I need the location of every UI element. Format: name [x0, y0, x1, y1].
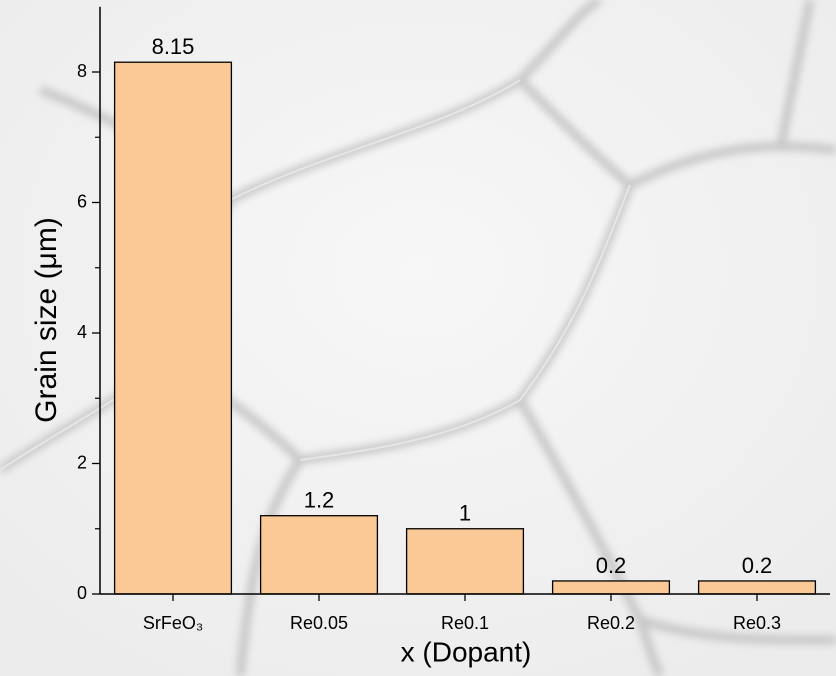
x-tick-label: Re0.1: [441, 613, 489, 633]
y-tick-label: 0: [77, 583, 87, 603]
y-tick-label: 6: [77, 191, 87, 211]
x-tick-label: Re0.05: [290, 613, 348, 633]
x-axis-label: x (Dopant): [401, 636, 532, 667]
bar: [261, 516, 378, 594]
x-tick-label: SrFeO₃: [143, 613, 203, 633]
value-label: 1.2: [304, 488, 335, 513]
value-label: 8.15: [152, 34, 195, 59]
value-label: 1: [459, 501, 471, 526]
y-tick-label: 2: [77, 452, 87, 472]
value-label: 0.2: [742, 553, 773, 578]
x-tick-label: Re0.2: [587, 613, 635, 633]
chart: 8.15 SrFeO₃ 1.2 Re0.05 1 Re0.1 0.2 Re0.2 0.2 Re0.…: [0, 0, 836, 676]
bar: [407, 529, 524, 594]
x-tick-label: Re0.3: [733, 613, 781, 633]
y-tick-label: 4: [77, 322, 87, 342]
bar: [115, 62, 232, 594]
bar: [553, 581, 670, 594]
bar: [699, 581, 816, 594]
y-axis-label: Grain size (μm): [30, 217, 63, 423]
y-tick-label: 8: [77, 61, 87, 81]
value-label: 0.2: [596, 553, 627, 578]
